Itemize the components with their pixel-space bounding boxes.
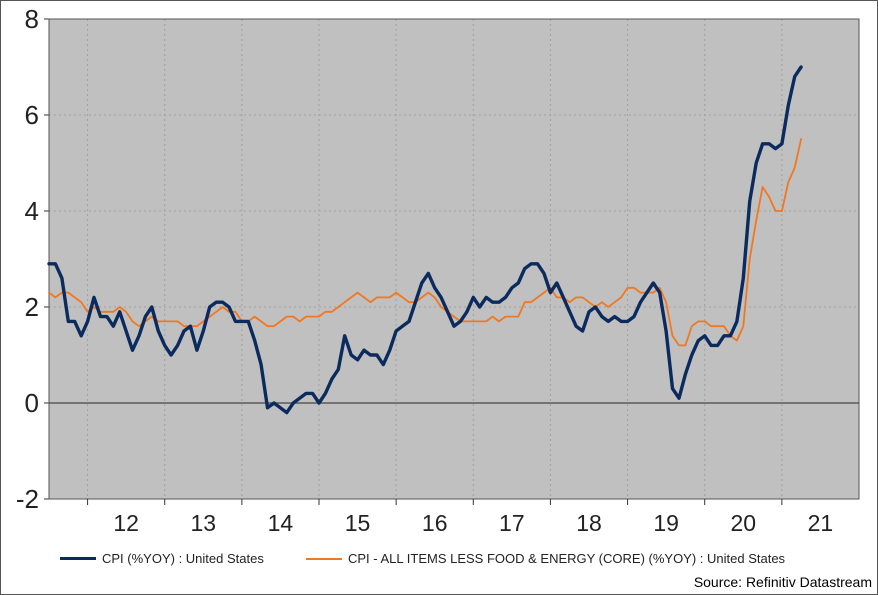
- plot-border: [48, 18, 860, 500]
- y-tick-label: 0: [25, 388, 39, 418]
- legend-swatch-core-cpi: [306, 557, 342, 560]
- x-tick-label: 15: [345, 510, 371, 536]
- x-tick-label: 20: [730, 510, 756, 536]
- series-line-core-cpi: [48, 138, 802, 347]
- y-tick-label: 4: [25, 196, 39, 226]
- y-tick-label: 8: [25, 4, 39, 34]
- legend-item-core-cpi: CPI - ALL ITEMS LESS FOOD & ENERGY (CORE…: [306, 551, 785, 566]
- x-axis: 12 13 14 15 16 17 18 19 20 21: [87, 499, 834, 536]
- legend-label-core-cpi: CPI - ALL ITEMS LESS FOOD & ENERGY (CORE…: [348, 551, 786, 566]
- x-tick-label: 21: [808, 510, 834, 536]
- x-tick-label: 12: [113, 510, 139, 536]
- legend-item-cpi: CPI (%YOY) : United States: [60, 551, 264, 566]
- series: [47, 65, 803, 415]
- series-line-cpi: [47, 65, 803, 415]
- x-tick-label: 19: [653, 510, 679, 536]
- gridlines: [49, 19, 859, 499]
- y-tick-label: 2: [25, 292, 39, 322]
- legend-label-cpi: CPI (%YOY) : United States: [102, 551, 264, 566]
- y-axis: -2 0 2 4 6 8: [16, 4, 860, 514]
- x-tick-label: 13: [190, 510, 216, 536]
- x-tick-label: 18: [576, 510, 602, 536]
- source-note: Source: Refinitiv Datastream: [693, 574, 872, 590]
- y-tick-label: 6: [25, 100, 39, 130]
- x-tick-label: 14: [268, 510, 294, 536]
- y-tick-label: -2: [16, 484, 39, 514]
- x-tick-label: 16: [422, 510, 448, 536]
- plot-background: [49, 19, 859, 499]
- x-tick-label: 17: [499, 510, 525, 536]
- legend-swatch-cpi: [60, 557, 96, 560]
- legend: CPI (%YOY) : United States CPI - ALL ITE…: [60, 551, 860, 571]
